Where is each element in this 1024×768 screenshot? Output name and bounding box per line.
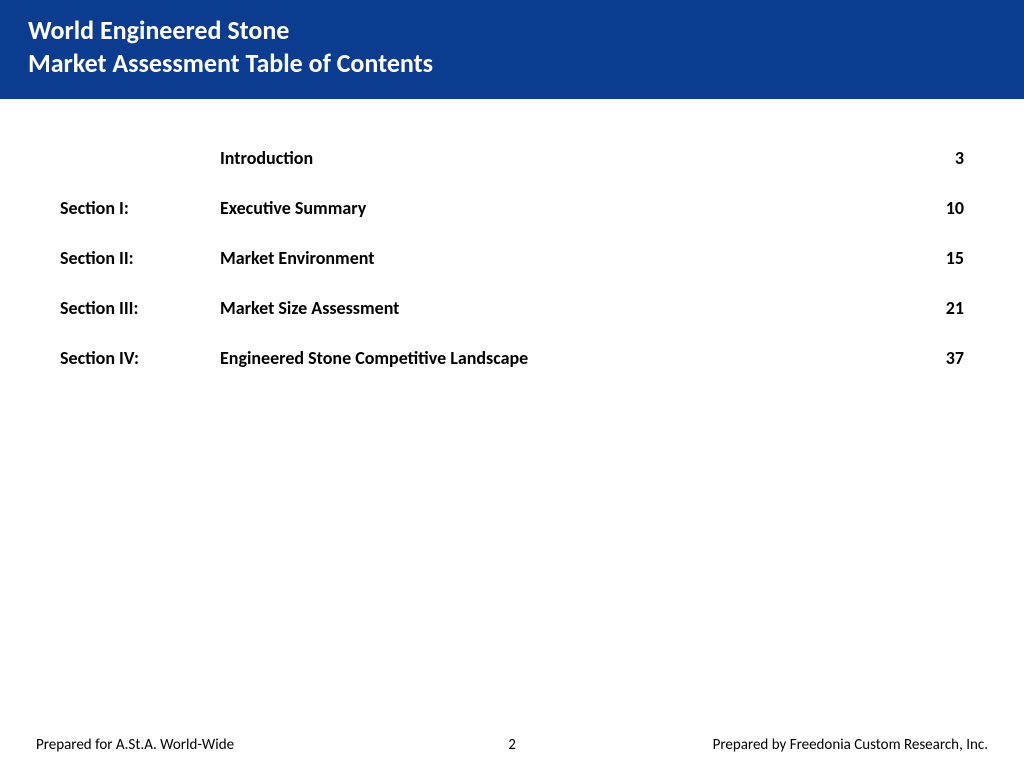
page-footer: Prepared for A.St.A. World-Wide 2 Prepar… (0, 736, 1024, 754)
toc-row: Section I:Executive Summary10 (60, 197, 964, 219)
toc-page-number: 10 (904, 197, 964, 219)
toc-page-number: 3 (904, 147, 964, 169)
toc-entry-title: Market Size Assessment (220, 297, 904, 319)
footer-right: Prepared by Freedonia Custom Research, I… (713, 736, 988, 754)
toc-entry-title: Engineered Stone Competitive Landscape (220, 347, 904, 369)
toc-entry-title: Introduction (220, 147, 904, 169)
toc-row: Introduction3 (60, 147, 964, 169)
toc-section-label: Section III: (60, 297, 220, 319)
document-page: World Engineered Stone Market Assessment… (0, 0, 1024, 768)
toc-entry-title: Market Environment (220, 247, 904, 269)
toc-row: Section III:Market Size Assessment21 (60, 297, 964, 319)
toc-section-label: Section IV: (60, 347, 220, 369)
toc-entry-title: Executive Summary (220, 197, 904, 219)
toc-page-number: 21 (904, 297, 964, 319)
toc-body: Introduction3 Section I:Executive Summary… (0, 99, 1024, 768)
toc-row: Section IV:Engineered Stone Competitive … (60, 347, 964, 369)
toc-section-label: Section II: (60, 247, 220, 269)
title-banner: World Engineered Stone Market Assessment… (0, 0, 1024, 99)
toc-page-number: 37 (904, 347, 964, 369)
footer-left: Prepared for A.St.A. World-Wide (36, 736, 234, 754)
banner-line-1: World Engineered Stone (28, 14, 996, 47)
toc-row: Section II:Market Environment15 (60, 247, 964, 269)
banner-line-2: Market Assessment Table of Contents (28, 47, 996, 80)
footer-page-number: 2 (508, 736, 516, 754)
toc-table: Introduction3 Section I:Executive Summary… (60, 147, 964, 369)
toc-page-number: 15 (904, 247, 964, 269)
toc-section-label: Section I: (60, 197, 220, 219)
